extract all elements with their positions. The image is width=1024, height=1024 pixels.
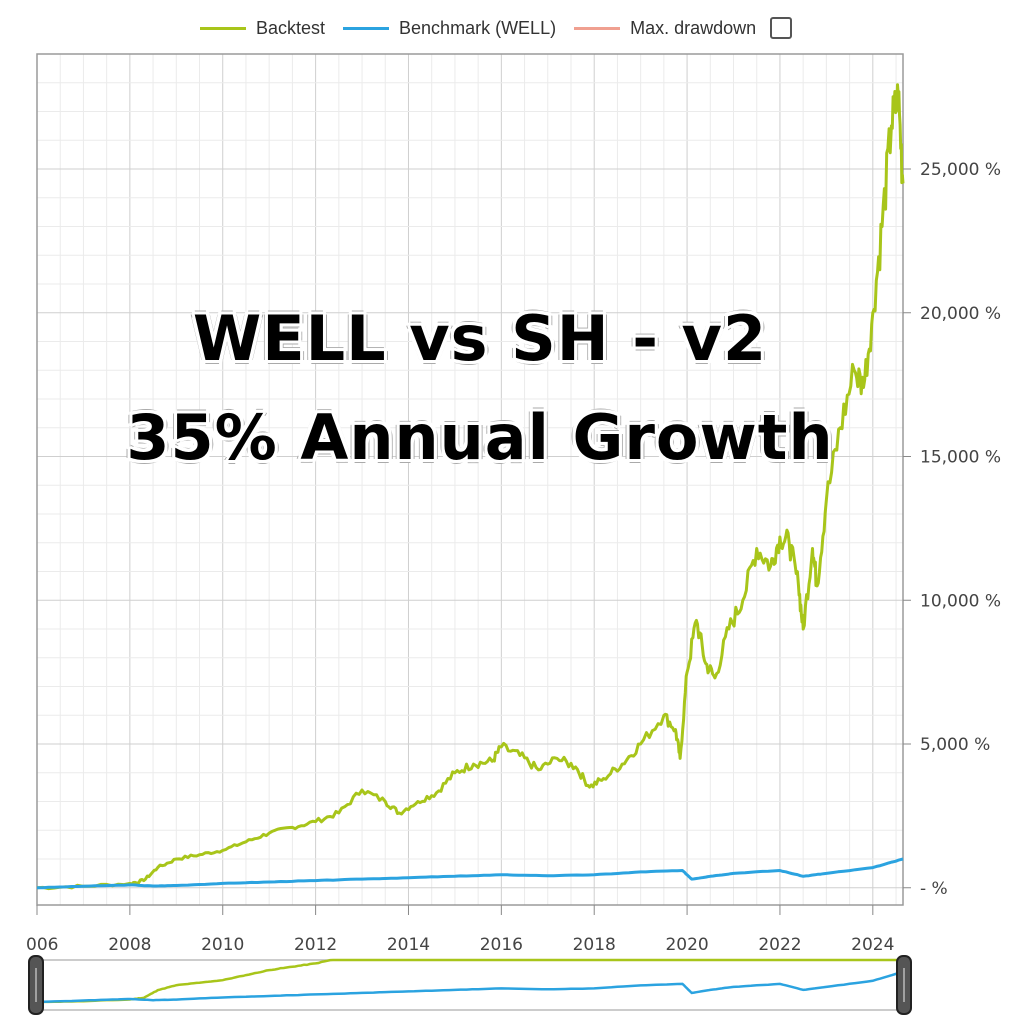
y-tick-label: 15,000 % <box>920 448 1001 468</box>
x-tick-label: 2016 <box>480 935 523 955</box>
legend-label-max-drawdown: Max. drawdown <box>630 17 757 38</box>
legend-item-benchmark[interactable]: Benchmark (WELL) <box>343 18 556 39</box>
x-tick-label: 006 <box>26 935 58 955</box>
x-tick-label: 2018 <box>573 935 616 955</box>
series-line-benchmark-well <box>36 857 904 890</box>
x-tick-label: 2012 <box>294 935 337 955</box>
navigator-series-benchmark <box>36 970 904 1004</box>
max-drawdown-checkbox[interactable] <box>770 17 793 39</box>
x-tick-label: 2020 <box>665 935 708 955</box>
y-tick-label: 25,000 % <box>920 160 1001 180</box>
legend-swatch-max-drawdown <box>574 26 621 30</box>
y-tick-label: - % <box>920 879 948 899</box>
x-tick-label: 2024 <box>851 935 894 955</box>
plot-frame <box>36 53 904 906</box>
x-tick-label: 2014 <box>387 935 430 955</box>
chart-legend: Backtest Benchmark (WELL) Max. drawdown <box>200 14 793 42</box>
y-tick-label: 20,000 % <box>920 304 1001 324</box>
x-tick-label: 2008 <box>108 935 151 955</box>
legend-label-benchmark: Benchmark (WELL) <box>399 17 557 38</box>
legend-swatch-backtest <box>200 26 246 30</box>
x-tick-label: 2010 <box>201 935 244 955</box>
navigator-series-backtest <box>36 958 903 1004</box>
legend-item-backtest[interactable]: Backtest <box>200 18 325 39</box>
overlay-title-line-2: 35% Annual Growth <box>126 401 834 474</box>
legend-item-max-drawdown[interactable]: Max. drawdown <box>574 17 793 39</box>
series-line-backtest <box>36 83 905 891</box>
y-tick-label: 5,000 % <box>920 735 990 755</box>
legend-label-backtest: Backtest <box>256 17 326 38</box>
y-tick-label: 10,000 % <box>920 591 1001 611</box>
overlay-title-line-1: WELL vs SH - v2 <box>192 302 768 375</box>
x-tick-label: 2022 <box>758 935 801 955</box>
plot-area <box>37 54 903 905</box>
legend-swatch-benchmark <box>343 26 390 30</box>
